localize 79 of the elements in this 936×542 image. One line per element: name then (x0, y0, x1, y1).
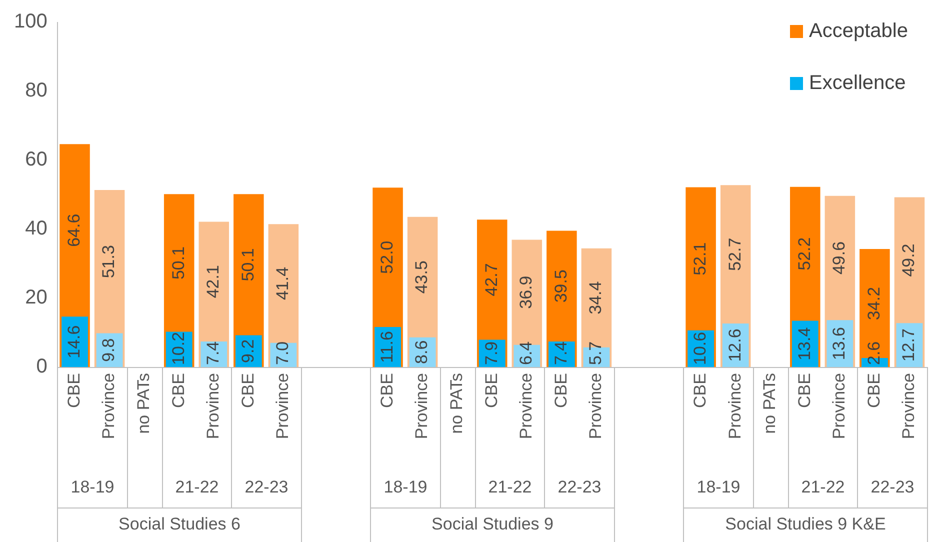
x-tick-label: Province (830, 373, 849, 440)
data-label: 8.6 (412, 340, 432, 364)
y-tick-label: 80 (25, 80, 48, 102)
text: 18-19 (384, 478, 428, 497)
data-label: 36.9 (516, 276, 536, 309)
text: Social Studies 9 K&E (725, 514, 886, 534)
text: 21-22 (175, 478, 219, 497)
data-label: 7.4 (204, 341, 223, 365)
data-label: 52.2 (794, 237, 814, 270)
data-label: 11.6 (377, 331, 396, 363)
text: 22-23 (244, 478, 288, 497)
y-tick-label: 60 (25, 148, 48, 171)
data-label: 34.4 (586, 281, 606, 314)
text: 18-19 (696, 478, 740, 497)
data-label: 52.7 (725, 238, 744, 271)
text: 18-19 (70, 478, 114, 497)
y-tick-label: 0 (36, 356, 48, 378)
x-tick-label: CBE (64, 373, 84, 408)
x-tick-label: CBE (482, 373, 501, 408)
bar (860, 249, 890, 367)
x-tick-label: CBE (551, 373, 570, 408)
text: 22-23 (558, 478, 602, 497)
data-label: 49.6 (830, 241, 849, 275)
data-label: 7.9 (482, 341, 501, 365)
x-tick-label: Province (412, 373, 432, 440)
data-label: 41.4 (273, 266, 292, 300)
data-label: 13.6 (830, 326, 849, 360)
data-label: 64.6 (64, 214, 84, 247)
legend-label: Acceptable (809, 20, 908, 42)
x-tick-label: CBE (377, 373, 396, 408)
x-tick-label: no PATs (134, 373, 154, 434)
x-tick-label: Province (516, 373, 536, 440)
text: Social Studies 9 (432, 514, 554, 534)
data-label: 43.5 (412, 260, 432, 294)
data-label: 7.4 (551, 341, 570, 365)
data-label: 5.7 (586, 341, 606, 365)
x-tick-label: Province (204, 373, 223, 440)
text: 22-23 (870, 478, 914, 497)
data-label: 50.1 (238, 248, 258, 282)
x-tick-label: no PATs (760, 373, 780, 434)
x-tick-label: Province (899, 373, 918, 440)
data-label: 52.0 (377, 240, 396, 274)
data-label: 10.6 (690, 332, 710, 365)
data-label: 49.2 (899, 244, 918, 277)
y-tick-label: 40 (25, 218, 48, 240)
text: 21-22 (801, 478, 845, 497)
x-tick-label: Province (273, 373, 292, 440)
data-label: 7.0 (273, 341, 292, 365)
legend-label: Excellence (809, 72, 906, 94)
data-label: 52.1 (690, 242, 710, 276)
y-tick-label: 100 (14, 10, 48, 33)
data-label: 13.4 (794, 327, 814, 360)
x-tick-label: CBE (238, 373, 258, 408)
x-tick-label: CBE (864, 373, 884, 408)
x-tick-label: no PATs (447, 373, 466, 434)
x-tick-label: Province (99, 373, 118, 440)
text: 21-22 (488, 478, 532, 497)
data-label: 42.7 (482, 263, 501, 296)
data-label: 42.1 (204, 265, 223, 298)
x-tick-label: CBE (690, 373, 710, 408)
x-tick-label: Province (586, 373, 606, 440)
data-label: 6.4 (516, 341, 536, 365)
data-label: 9.8 (99, 338, 118, 362)
x-tick-label: Province (725, 373, 744, 440)
data-label: 50.1 (168, 246, 188, 280)
data-label: 34.2 (864, 286, 884, 320)
data-label: 2.6 (864, 341, 884, 365)
data-label: 12.6 (725, 328, 744, 362)
x-tick-label: CBE (168, 373, 188, 408)
bar (62, 316, 88, 367)
data-label: 51.3 (99, 245, 118, 278)
y-tick-label: 20 (25, 286, 48, 309)
data-label: 39.5 (551, 270, 570, 303)
text: Social Studies 6 (118, 514, 240, 534)
data-label: 10.2 (168, 332, 188, 365)
data-label: 12.7 (899, 328, 918, 362)
x-tick-label: CBE (794, 373, 814, 408)
data-label: 9.2 (238, 339, 258, 363)
data-label: 14.6 (64, 325, 84, 358)
